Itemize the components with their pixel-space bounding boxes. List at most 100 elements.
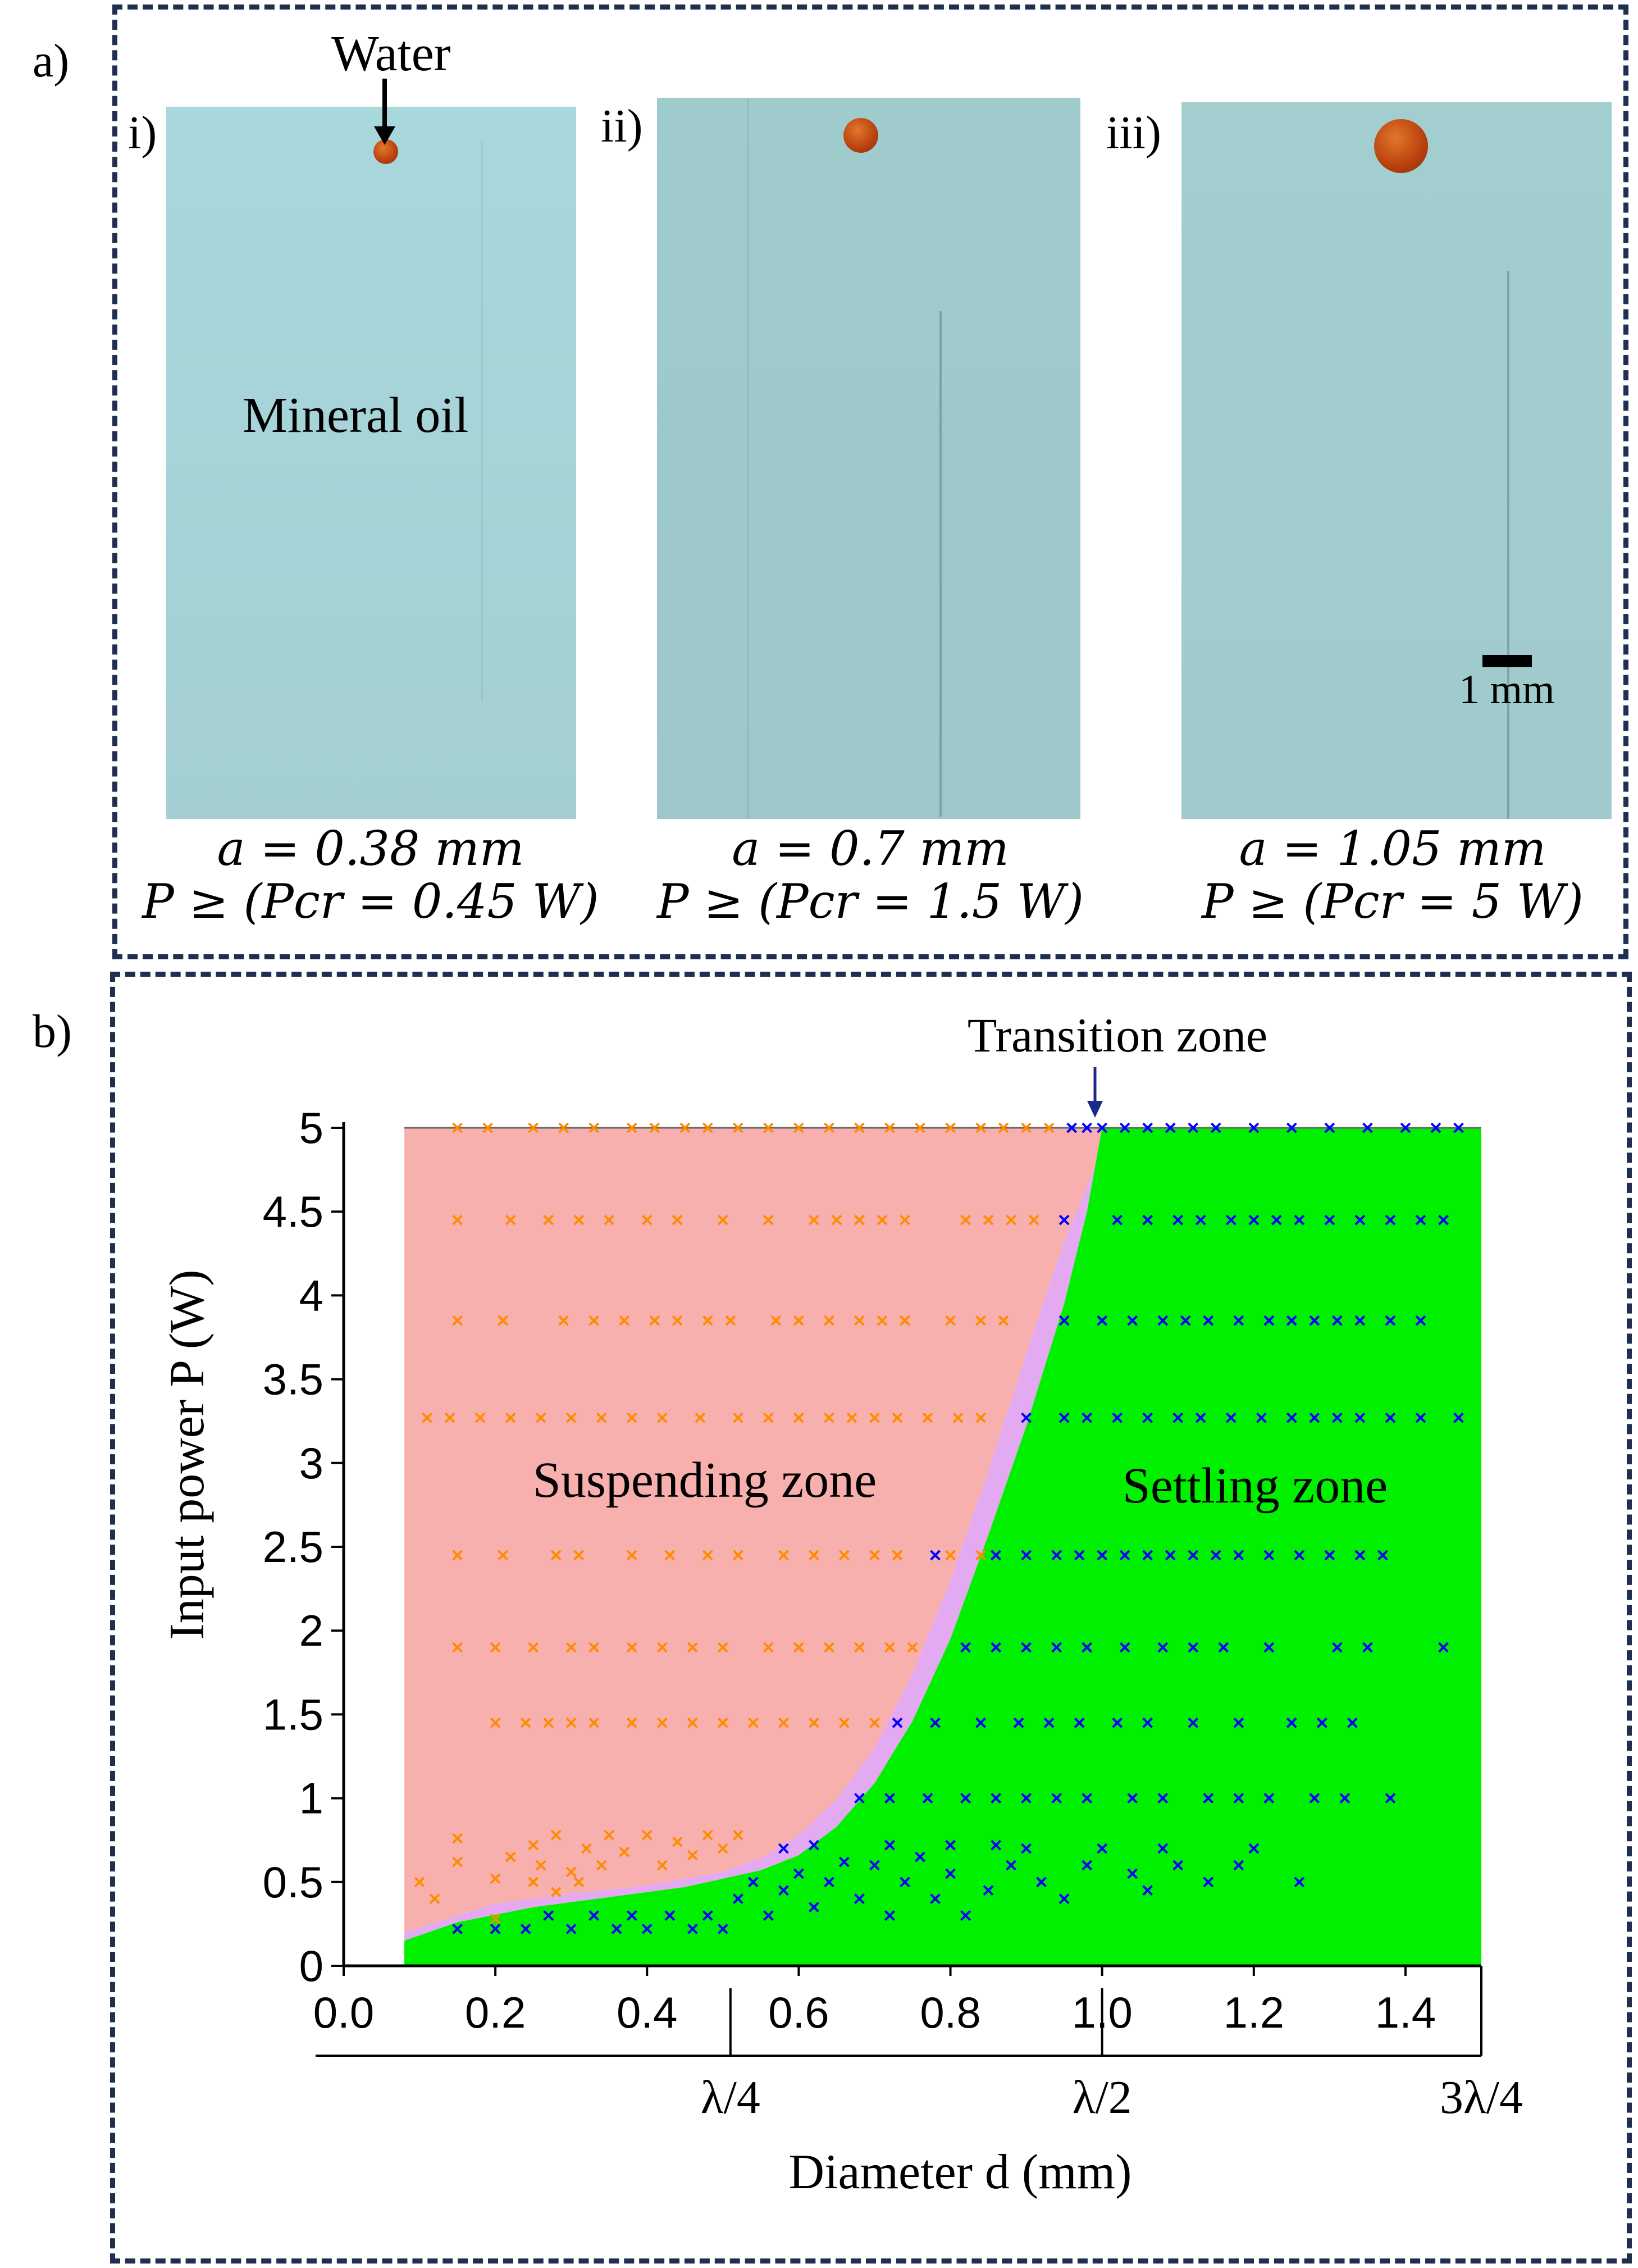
- settled-point: [763, 1910, 774, 1921]
- caption-ii-p: P ≥ (Pcr = 1.5 W): [657, 874, 1084, 929]
- data-points: [414, 1122, 1464, 1934]
- suspended-point: [664, 1550, 676, 1561]
- settled-point: [1362, 1122, 1373, 1133]
- suspended-point: [414, 1877, 425, 1888]
- suspended-point: [565, 1412, 577, 1423]
- y-tick-label: 4: [299, 1270, 323, 1320]
- suspended-point: [641, 1214, 653, 1226]
- settled-point: [1263, 1315, 1275, 1326]
- settled-point: [884, 1839, 895, 1851]
- suspended-point: [877, 1214, 888, 1226]
- settled-point: [1415, 1315, 1426, 1326]
- settled-point: [1165, 1550, 1176, 1561]
- settled-point: [1082, 1642, 1093, 1653]
- water-droplet-iii: [1374, 119, 1428, 173]
- settled-point: [1142, 1412, 1153, 1423]
- suspended-point: [824, 1122, 834, 1133]
- suspended-point: [619, 1846, 630, 1857]
- suspended-point: [793, 1122, 804, 1133]
- settled-point: [960, 1910, 971, 1921]
- scale-bar: [1482, 655, 1532, 667]
- settled-point: [915, 1851, 925, 1862]
- subpanel-ii-label: ii): [601, 100, 643, 152]
- settled-point: [664, 1910, 676, 1921]
- subpanel-iii-label: iii): [1106, 107, 1161, 159]
- suspended-point: [824, 1315, 834, 1326]
- suspended-point: [877, 1315, 888, 1326]
- settled-point: [1248, 1122, 1260, 1133]
- settled-point: [991, 1839, 1001, 1851]
- suspended-point: [907, 1642, 918, 1653]
- suspended-point: [732, 1550, 743, 1561]
- suspended-point: [975, 1550, 986, 1561]
- y-tick-label: 1: [299, 1774, 323, 1823]
- settled-point: [975, 1717, 986, 1728]
- panel-b-label: b): [33, 1005, 72, 1058]
- tick-labels: 00.511.522.533.544.550.0 0.2 0.4 0.6 0.8 1.0 1…: [263, 1103, 1523, 2124]
- settled-point: [1354, 1412, 1366, 1423]
- suspended-point: [854, 1642, 865, 1653]
- y-tick-label: 4.5: [263, 1187, 323, 1236]
- settled-point: [1453, 1412, 1464, 1423]
- suspended-point: [763, 1122, 774, 1133]
- settled-point: [1286, 1315, 1297, 1326]
- settled-point: [717, 1923, 728, 1934]
- suspended-point: [702, 1315, 713, 1326]
- settled-point: [687, 1923, 698, 1934]
- suspended-point: [626, 1122, 637, 1133]
- settled-point: [1203, 1793, 1214, 1804]
- settled-point: [1119, 1550, 1130, 1561]
- settled-point: [1058, 1412, 1070, 1423]
- settled-point: [1119, 1122, 1130, 1133]
- suspended-point: [884, 1642, 895, 1653]
- suspended-point: [695, 1412, 706, 1423]
- suspended-point: [626, 1412, 637, 1423]
- suspended-point: [565, 1866, 577, 1878]
- caption-iii-a: a = 1.05 mm: [1239, 821, 1546, 876]
- suspended-point: [588, 1642, 600, 1653]
- settled-point: [641, 1923, 653, 1934]
- settled-point: [1180, 1315, 1191, 1326]
- settled-point: [1233, 1550, 1244, 1561]
- mineral-oil-label: Mineral oil: [243, 388, 469, 443]
- suspended-point: [604, 1829, 615, 1841]
- suspended-point: [573, 1550, 585, 1561]
- photo-i-crack: [481, 140, 483, 702]
- x-tick-label: 0.0: [313, 1988, 374, 2037]
- settled-point: [1339, 1793, 1350, 1804]
- transition-arrow-icon: [1087, 1067, 1103, 1118]
- settled-point: [1362, 1642, 1373, 1653]
- suspended-point: [854, 1122, 865, 1133]
- settled-point: [945, 1839, 956, 1851]
- suspended-point: [550, 1550, 562, 1561]
- settled-point: [1021, 1793, 1032, 1804]
- suspended-point: [626, 1717, 637, 1728]
- suspended-point: [945, 1550, 956, 1561]
- suspended-point: [793, 1315, 804, 1326]
- suspended-point: [900, 1214, 910, 1226]
- settled-point: [1021, 1843, 1032, 1854]
- suspended-point: [588, 1122, 600, 1133]
- suspended-point: [581, 1843, 592, 1854]
- settled-point: [1415, 1412, 1426, 1423]
- suspended-point: [1043, 1122, 1055, 1133]
- photo-ii: [657, 98, 1080, 819]
- settled-point: [1233, 1315, 1244, 1326]
- suspended-point: [854, 1214, 865, 1226]
- suspended-point: [619, 1315, 630, 1326]
- suspended-point: [535, 1412, 546, 1423]
- settled-point: [1210, 1550, 1221, 1561]
- settled-point: [869, 1860, 880, 1871]
- suspended-point: [839, 1717, 850, 1728]
- settled-point: [1331, 1412, 1343, 1423]
- suspended-point: [558, 1315, 569, 1326]
- wavelength-tick-label: 3λ/4: [1440, 2071, 1523, 2124]
- suspended-point: [960, 1214, 971, 1226]
- suspended-point: [725, 1315, 736, 1326]
- settled-point: [1233, 1793, 1244, 1804]
- settled-point: [1248, 1214, 1260, 1226]
- suspended-point: [702, 1829, 713, 1841]
- settled-point: [1112, 1717, 1123, 1728]
- settled-point: [1415, 1214, 1426, 1226]
- settled-point: [1119, 1642, 1130, 1653]
